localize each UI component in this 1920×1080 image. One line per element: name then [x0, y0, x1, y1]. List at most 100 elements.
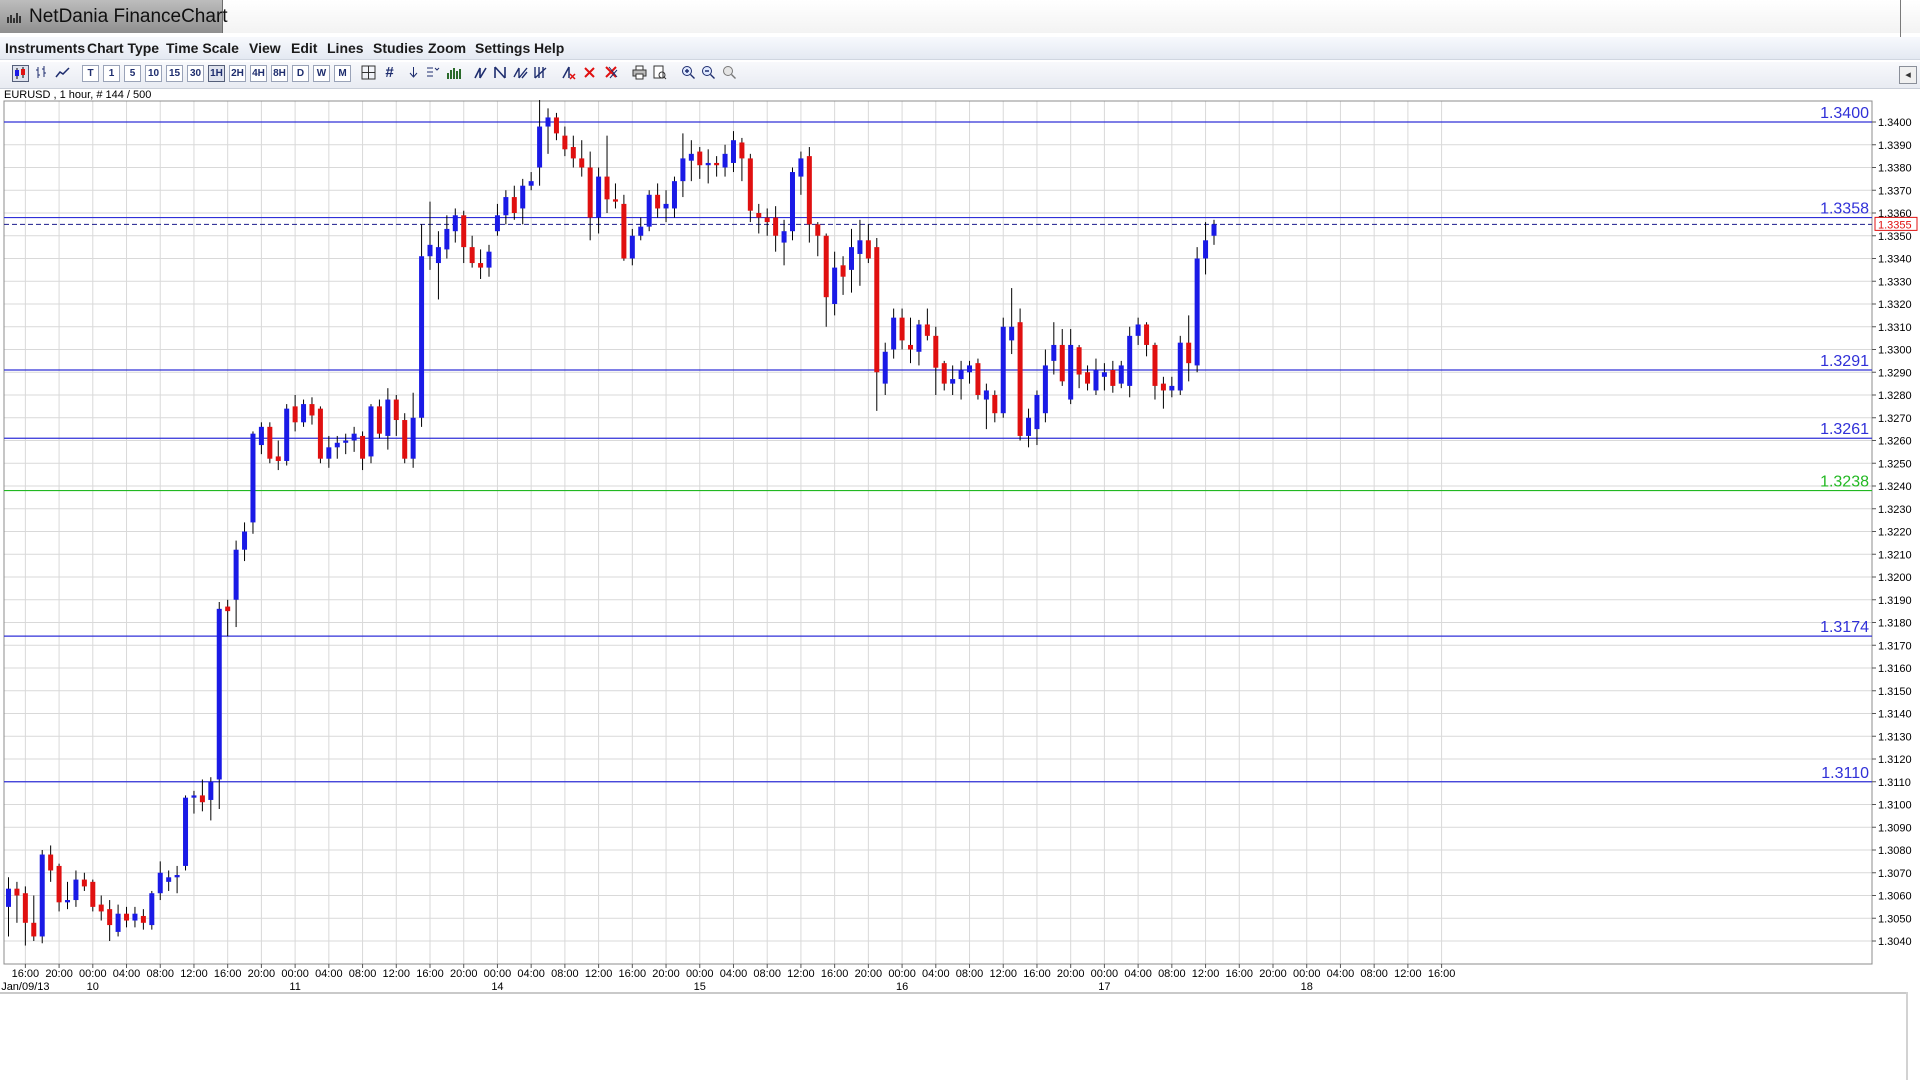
- interval-w-button[interactable]: W: [313, 65, 330, 82]
- candle: [1135, 317, 1141, 345]
- y-axis-tick-label: 1.3290: [1878, 367, 1912, 379]
- menu-view[interactable]: View: [249, 40, 281, 56]
- arrow-down-icon[interactable]: [405, 65, 422, 82]
- menu-studies[interactable]: Studies: [373, 40, 424, 56]
- line-chart-icon[interactable]: [54, 65, 71, 82]
- fibonacci-icon[interactable]: [492, 65, 509, 82]
- candle-body: [65, 900, 71, 903]
- candle: [663, 190, 669, 223]
- menu-chart-type[interactable]: Chart Type: [87, 40, 160, 56]
- menu-help[interactable]: Help: [534, 40, 565, 56]
- candle-body: [579, 158, 585, 168]
- volume-icon[interactable]: [445, 65, 462, 82]
- candle-body: [6, 888, 11, 907]
- interval-4h-button[interactable]: 4H: [250, 65, 267, 82]
- candle-body: [730, 140, 736, 163]
- interval-d-button[interactable]: D: [292, 65, 309, 82]
- candle: [149, 890, 155, 930]
- candle-body: [832, 267, 838, 304]
- x-axis-date-label: 10: [87, 981, 99, 992]
- x-axis-tick-label: 16:00: [416, 968, 444, 980]
- candle-body: [596, 176, 602, 218]
- candle: [1160, 376, 1166, 409]
- interval-15-button[interactable]: 15: [166, 65, 183, 82]
- delete-lines-icon[interactable]: [560, 65, 577, 82]
- candle-body: [1110, 369, 1116, 386]
- candles-layer: [6, 100, 1217, 946]
- menu-time-scale[interactable]: Time Scale: [166, 40, 239, 56]
- interval-10-button[interactable]: 10: [145, 65, 162, 82]
- candle: [975, 358, 981, 400]
- candlestick-chart-icon[interactable]: [12, 65, 29, 82]
- interval-1h-button[interactable]: 1H: [208, 65, 225, 82]
- candle-body: [334, 442, 340, 448]
- candle: [73, 870, 79, 907]
- interval-1-button[interactable]: 1: [103, 65, 120, 82]
- y-axis-tick-label: 1.3300: [1878, 345, 1912, 357]
- menu-instruments[interactable]: Instruments: [5, 40, 86, 56]
- interval-m-button[interactable]: M: [334, 65, 351, 82]
- channel-icon[interactable]: [512, 65, 529, 82]
- crosshair-icon[interactable]: [360, 65, 377, 82]
- candle-body: [427, 244, 433, 257]
- x-axis-tick-label: 08:00: [753, 968, 781, 980]
- y-axis-tick-label: 1.3050: [1878, 913, 1912, 925]
- menu-zoom[interactable]: Zoom: [428, 40, 467, 56]
- bar-chart-icon[interactable]: [34, 65, 51, 82]
- candle: [31, 895, 37, 941]
- candle-body: [671, 181, 677, 209]
- y-axis-tick-label: 1.3380: [1878, 163, 1912, 175]
- interval-30-button[interactable]: 30: [187, 65, 204, 82]
- candle: [317, 406, 323, 464]
- interval-5-button[interactable]: 5: [124, 65, 141, 82]
- price-chart[interactable]: 1.3400 1.3358 1.3291 1.3261 1.3238 1.3174 1.31…: [0, 100, 1920, 992]
- candle: [233, 540, 239, 628]
- candle: [343, 433, 349, 455]
- x-axis-tick-label: 16:00: [619, 968, 647, 980]
- menu-settings[interactable]: Settings: [475, 40, 531, 56]
- trend-line-icon[interactable]: [472, 65, 489, 82]
- print-preview-icon[interactable]: [651, 65, 668, 82]
- print-icon[interactable]: [631, 65, 648, 82]
- candle-body: [747, 158, 753, 211]
- candle: [39, 850, 45, 944]
- panel-toggle-icon[interactable]: ◂: [1899, 66, 1917, 84]
- candle: [604, 135, 610, 213]
- studies-list-icon[interactable]: [424, 65, 441, 82]
- candle-body: [124, 913, 130, 921]
- candle: [629, 228, 635, 266]
- menu-lines[interactable]: Lines: [327, 40, 364, 56]
- interval-8h-button[interactable]: 8H: [271, 65, 288, 82]
- x-axis-tick-label: 12:00: [585, 968, 613, 980]
- gann-icon[interactable]: [532, 65, 549, 82]
- candle-body: [612, 199, 618, 202]
- plot-frame: [3, 100, 1873, 965]
- candle: [908, 317, 914, 364]
- candle: [756, 203, 762, 234]
- interval-2h-button[interactable]: 2H: [229, 65, 246, 82]
- x-axis-tick-label: 12:00: [180, 968, 208, 980]
- grid-icon[interactable]: #: [385, 64, 394, 81]
- candle: [764, 208, 770, 236]
- candle-body: [1177, 342, 1183, 391]
- x-axis-tick-label: 16:00: [12, 968, 40, 980]
- x-axis-tick-label: 12:00: [1192, 968, 1220, 980]
- app-title-tab[interactable]: NetDania FinanceChart: [0, 0, 228, 33]
- interval-t-button[interactable]: T: [82, 65, 99, 82]
- zoom-in-icon[interactable]: [680, 65, 697, 82]
- level-line-label: 1.3238: [1820, 474, 1869, 491]
- x-axis-tick-label: 04:00: [113, 968, 141, 980]
- level-line-label: 1.3261: [1820, 421, 1869, 438]
- zoom-reset-icon[interactable]: [721, 65, 738, 82]
- delete-all-icon[interactable]: [603, 65, 620, 82]
- delete-icon[interactable]: [581, 65, 598, 82]
- candle-body: [309, 404, 315, 416]
- candle-body: [494, 215, 500, 232]
- menu-edit[interactable]: Edit: [291, 40, 318, 56]
- y-axis-tick-label: 1.3310: [1878, 322, 1912, 334]
- candle: [478, 249, 484, 279]
- zoom-out-icon[interactable]: [700, 65, 717, 82]
- candle: [916, 319, 922, 366]
- candle: [739, 137, 745, 182]
- candle-body: [1093, 369, 1099, 391]
